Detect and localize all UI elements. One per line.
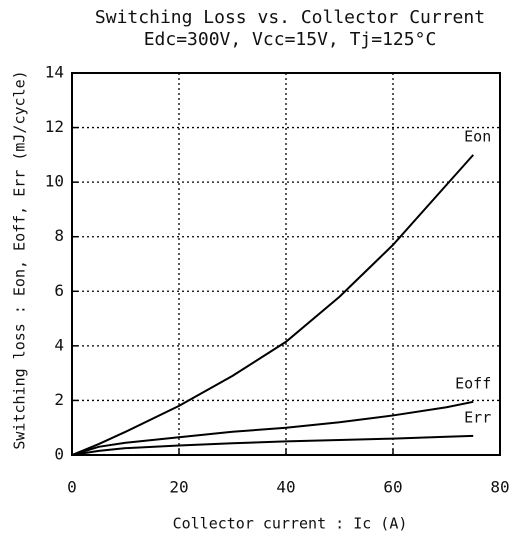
y-tick-label: 12 bbox=[45, 117, 64, 136]
series-label: Err bbox=[464, 408, 491, 426]
chart-subtitle: Edc=300V, Vcc=15V, Tj=125°C bbox=[144, 29, 437, 50]
x-tick-label: 0 bbox=[67, 478, 77, 497]
y-tick-label: 2 bbox=[54, 390, 64, 409]
y-tick-label: 6 bbox=[54, 281, 64, 300]
chart-title: Switching Loss vs. Collector Current bbox=[95, 7, 485, 28]
y-tick-label: 0 bbox=[54, 445, 64, 464]
plot-frame bbox=[71, 72, 501, 456]
x-tick-label: 80 bbox=[490, 478, 509, 497]
series-label: Eon bbox=[464, 127, 491, 145]
series-label: Eoff bbox=[455, 374, 491, 392]
y-tick-label: 14 bbox=[45, 63, 64, 82]
x-tick-label: 40 bbox=[276, 478, 295, 497]
series-line bbox=[71, 434, 474, 456]
series-line bbox=[71, 154, 474, 456]
x-tick-label: 60 bbox=[383, 478, 402, 497]
y-tick-label: 8 bbox=[54, 226, 64, 245]
y-tick-label: 4 bbox=[54, 335, 64, 354]
y-tick-label: 10 bbox=[45, 172, 64, 191]
x-axis-label: Collector current : Ic (A) bbox=[173, 515, 408, 533]
y-axis-label: Switching loss : Eon, Eoff, Err (mJ/cycl… bbox=[11, 70, 29, 449]
series-line bbox=[71, 400, 474, 456]
x-tick-label: 20 bbox=[169, 478, 188, 497]
